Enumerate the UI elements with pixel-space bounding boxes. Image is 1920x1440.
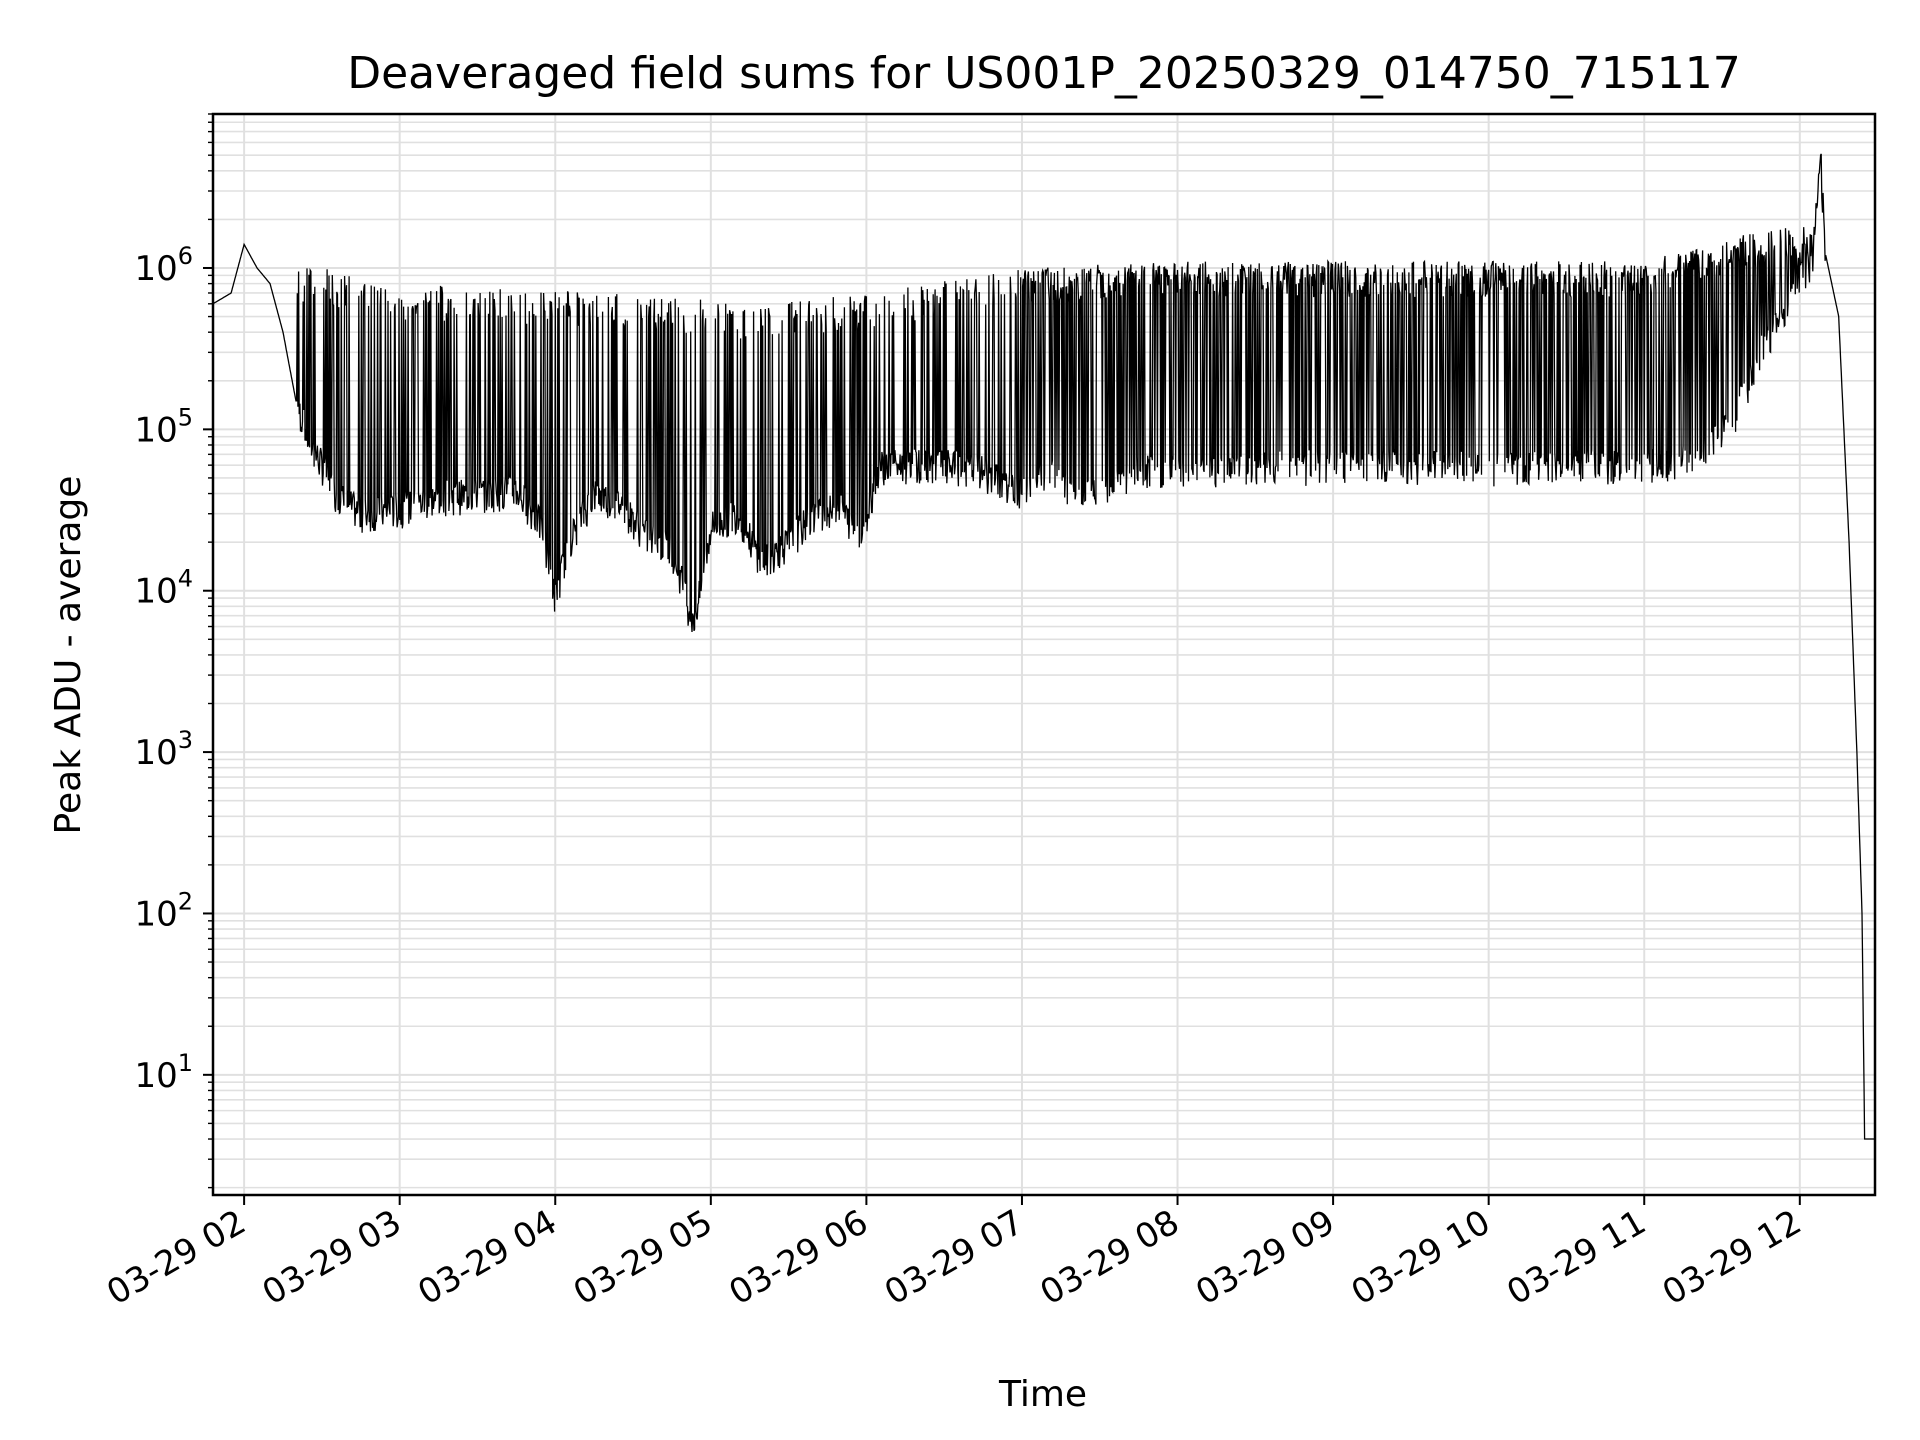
x-tick-label: 03-29 11 — [1500, 1202, 1652, 1313]
x-tick-label: 03-29 02 — [100, 1202, 252, 1313]
x-axis-label: Time — [998, 1374, 1087, 1415]
y-tick-label: 106 — [134, 242, 193, 289]
y-tick-label: 104 — [134, 565, 193, 612]
x-tick-labels: 03-29 02 03-29 03 03-29 04 03-29 05 03-29 06… — [100, 1202, 1808, 1313]
x-tick-label: 03-29 08 — [1034, 1202, 1186, 1313]
y-tick-label: 101 — [134, 1049, 193, 1096]
x-tick-label: 03-29 03 — [256, 1202, 408, 1313]
x-tick-label: 03-29 06 — [722, 1202, 874, 1313]
chart-title: Deaveraged field sums for US001P_2025032… — [347, 48, 1741, 99]
x-tick-label: 03-29 12 — [1656, 1202, 1808, 1313]
x-tick-label: 03-29 09 — [1189, 1202, 1341, 1313]
y-tick-label: 105 — [134, 403, 193, 450]
x-tick-label: 03-29 04 — [411, 1202, 563, 1313]
tick-marks — [203, 113, 1801, 1205]
x-tick-label: 03-29 05 — [567, 1202, 719, 1313]
y-tick-label: 103 — [134, 726, 193, 773]
data-layer — [212, 153, 1875, 1140]
y-tick-labels: 101 102 103 104 105 106 — [134, 242, 193, 1096]
x-tick-label: 03-29 10 — [1345, 1202, 1497, 1313]
series-line — [212, 153, 1875, 1140]
y-axis-label: Peak ADU - average — [48, 476, 89, 835]
y-tick-label: 102 — [134, 887, 193, 934]
x-tick-label: 03-29 07 — [878, 1202, 1030, 1313]
